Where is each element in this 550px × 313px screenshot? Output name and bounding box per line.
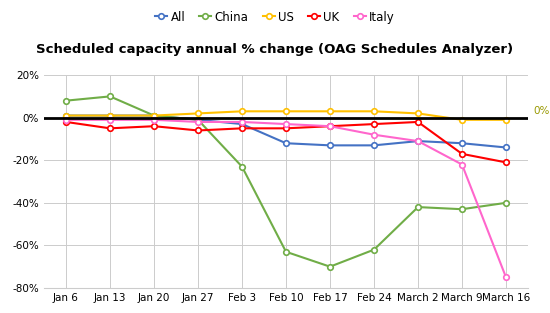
Italy	[239, 120, 245, 124]
Italy	[63, 118, 69, 122]
China	[239, 165, 245, 168]
UK	[151, 124, 157, 128]
Italy	[283, 122, 289, 126]
UK	[459, 152, 465, 156]
All	[239, 122, 245, 126]
UK	[371, 122, 377, 126]
Italy	[195, 120, 201, 124]
Line: Italy: Italy	[63, 117, 509, 280]
UK	[415, 120, 421, 124]
US	[371, 110, 377, 113]
Line: UK: UK	[63, 119, 509, 165]
UK	[63, 120, 69, 124]
All	[107, 114, 113, 117]
Italy	[327, 124, 333, 128]
China	[371, 248, 377, 252]
UK	[503, 161, 509, 164]
Line: US: US	[63, 109, 509, 123]
US	[327, 110, 333, 113]
China	[503, 201, 509, 205]
UK	[327, 124, 333, 128]
All	[63, 114, 69, 117]
US	[503, 118, 509, 122]
US	[195, 111, 201, 115]
China	[107, 95, 113, 98]
US	[239, 110, 245, 113]
China	[283, 250, 289, 254]
China	[63, 99, 69, 103]
Text: 0%: 0%	[534, 105, 550, 115]
China	[415, 205, 421, 209]
Text: Scheduled capacity annual % change (OAG Schedules Analyzer): Scheduled capacity annual % change (OAG …	[36, 43, 514, 56]
UK	[107, 126, 113, 130]
US	[107, 114, 113, 117]
All	[459, 141, 465, 145]
All	[415, 139, 421, 143]
US	[63, 114, 69, 117]
All	[371, 143, 377, 147]
Line: China: China	[63, 94, 509, 269]
Legend: All, China, US, UK, Italy: All, China, US, UK, Italy	[150, 6, 400, 28]
All	[503, 146, 509, 149]
Line: All: All	[63, 113, 509, 150]
US	[415, 111, 421, 115]
UK	[283, 126, 289, 130]
All	[327, 143, 333, 147]
All	[195, 118, 201, 122]
All	[151, 114, 157, 117]
Italy	[151, 118, 157, 122]
China	[327, 265, 333, 269]
Italy	[415, 139, 421, 143]
Italy	[459, 163, 465, 167]
US	[459, 118, 465, 122]
Italy	[503, 275, 509, 279]
US	[283, 110, 289, 113]
UK	[195, 129, 201, 132]
China	[195, 118, 201, 122]
UK	[239, 126, 245, 130]
All	[283, 141, 289, 145]
Italy	[107, 118, 113, 122]
China	[459, 207, 465, 211]
Italy	[371, 133, 377, 136]
China	[151, 114, 157, 117]
US	[151, 114, 157, 117]
